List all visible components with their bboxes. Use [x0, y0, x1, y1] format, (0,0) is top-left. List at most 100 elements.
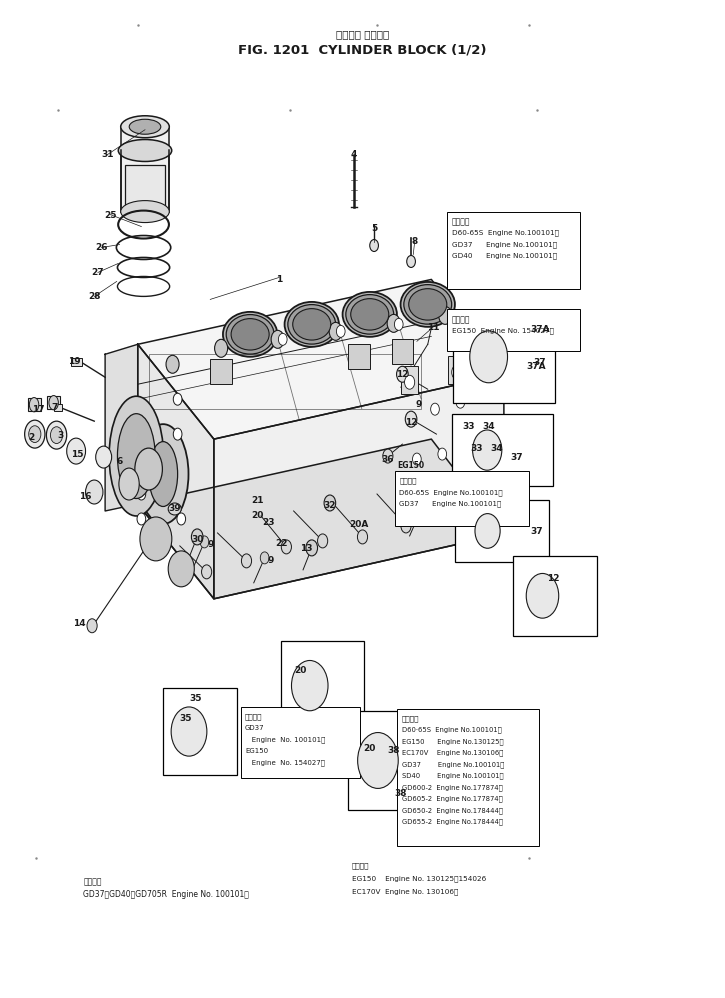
Text: 適用号緯: 適用号緯 — [399, 478, 417, 484]
Text: 34: 34 — [482, 421, 495, 431]
Text: 適用号緯: 適用号緯 — [452, 217, 471, 227]
Polygon shape — [138, 344, 214, 599]
Circle shape — [336, 325, 345, 337]
Bar — [447, 309, 580, 351]
Bar — [120, 127, 170, 212]
Text: 20: 20 — [294, 666, 307, 676]
Text: GD37・GD40・GD705R  Engine No. 100101〜: GD37・GD40・GD705R Engine No. 100101〜 — [83, 889, 249, 899]
Text: 37A: 37A — [526, 361, 547, 371]
Text: 適用号緯: 適用号緯 — [245, 714, 262, 720]
Circle shape — [173, 393, 182, 405]
Text: 20: 20 — [363, 744, 376, 753]
Bar — [513, 556, 597, 636]
Circle shape — [202, 565, 212, 579]
Text: 32: 32 — [323, 501, 336, 511]
Polygon shape — [214, 374, 504, 599]
Circle shape — [357, 733, 398, 788]
Text: 9: 9 — [268, 556, 273, 566]
Text: 33: 33 — [471, 443, 484, 453]
Text: 31: 31 — [101, 150, 114, 160]
Bar — [149, 354, 420, 409]
Text: EG150      Engine No.130125〜: EG150 Engine No.130125〜 — [402, 739, 503, 745]
Text: 13: 13 — [299, 544, 312, 554]
Text: EG150  Engine No. 154027〜: EG150 Engine No. 154027〜 — [452, 327, 554, 334]
Bar — [401, 366, 418, 394]
Circle shape — [278, 333, 287, 345]
Text: 19: 19 — [68, 356, 81, 366]
Text: 36: 36 — [381, 454, 394, 464]
Bar — [455, 500, 549, 562]
Text: 34: 34 — [490, 443, 503, 453]
Circle shape — [137, 418, 146, 430]
Bar — [54, 404, 62, 411]
Text: 12: 12 — [405, 417, 418, 427]
Circle shape — [137, 513, 146, 525]
Circle shape — [171, 707, 207, 756]
Bar — [28, 398, 41, 411]
Bar — [163, 688, 237, 775]
Bar — [453, 310, 555, 403]
Text: 38: 38 — [394, 788, 407, 798]
Ellipse shape — [351, 298, 389, 330]
Circle shape — [29, 426, 41, 442]
Text: EC170V    Engine No.130106〜: EC170V Engine No.130106〜 — [402, 749, 503, 756]
Text: FIG. 1201  CYLINDER BLOCK (1/2): FIG. 1201 CYLINDER BLOCK (1/2) — [239, 43, 486, 57]
Ellipse shape — [149, 441, 178, 507]
Text: 12: 12 — [547, 574, 560, 584]
Ellipse shape — [129, 120, 161, 135]
Bar — [241, 707, 360, 778]
Ellipse shape — [120, 201, 169, 223]
Bar — [447, 212, 580, 289]
Text: 適用号緯: 適用号緯 — [402, 716, 419, 722]
Circle shape — [473, 430, 502, 470]
Circle shape — [357, 530, 368, 544]
Bar — [348, 711, 434, 810]
Text: GD37: GD37 — [245, 725, 265, 732]
Text: 5: 5 — [371, 224, 377, 234]
Text: 37: 37 — [510, 452, 523, 462]
Text: 37A: 37A — [530, 324, 550, 334]
Circle shape — [407, 255, 415, 267]
Text: シリンダ ブロック: シリンダ ブロック — [336, 29, 389, 39]
Ellipse shape — [231, 318, 269, 350]
Ellipse shape — [342, 291, 397, 337]
Text: 26: 26 — [95, 243, 108, 252]
Circle shape — [526, 574, 559, 618]
Ellipse shape — [120, 116, 169, 138]
Text: Engine  No. 100101〜: Engine No. 100101〜 — [245, 737, 326, 743]
Circle shape — [401, 519, 411, 533]
Bar — [397, 709, 539, 846]
Circle shape — [475, 514, 500, 548]
Circle shape — [168, 551, 194, 587]
Circle shape — [271, 330, 284, 348]
Circle shape — [470, 330, 507, 383]
Text: 30: 30 — [191, 535, 204, 545]
Text: D60-65S  Engine No.100101〜: D60-65S Engine No.100101〜 — [452, 230, 559, 237]
Text: GD40      Engine No.100101〜: GD40 Engine No.100101〜 — [452, 252, 557, 259]
Ellipse shape — [223, 311, 277, 357]
Circle shape — [324, 495, 336, 511]
Circle shape — [318, 534, 328, 548]
Text: 27: 27 — [91, 267, 104, 277]
Text: 12: 12 — [396, 369, 409, 379]
Bar — [348, 344, 370, 369]
Circle shape — [370, 240, 378, 251]
Text: 33: 33 — [463, 421, 476, 431]
Text: 7: 7 — [51, 402, 57, 412]
Bar — [448, 356, 465, 384]
Bar — [125, 165, 165, 212]
Text: GD655-2  Engine No.178444〜: GD655-2 Engine No.178444〜 — [402, 818, 502, 825]
Circle shape — [191, 529, 203, 545]
Bar — [452, 414, 553, 486]
Circle shape — [215, 339, 228, 357]
Text: EG150    Engine No. 130125〜154026: EG150 Engine No. 130125〜154026 — [352, 875, 486, 881]
Ellipse shape — [288, 304, 336, 344]
Circle shape — [438, 448, 447, 460]
Ellipse shape — [119, 468, 139, 500]
Text: GD37        Engine No.100101〜: GD37 Engine No.100101〜 — [402, 761, 504, 767]
Circle shape — [173, 428, 182, 440]
Ellipse shape — [409, 288, 447, 320]
Text: D60-65S  Engine No.100101〜: D60-65S Engine No.100101〜 — [399, 489, 503, 496]
Circle shape — [241, 554, 252, 568]
Text: 15: 15 — [70, 449, 83, 459]
